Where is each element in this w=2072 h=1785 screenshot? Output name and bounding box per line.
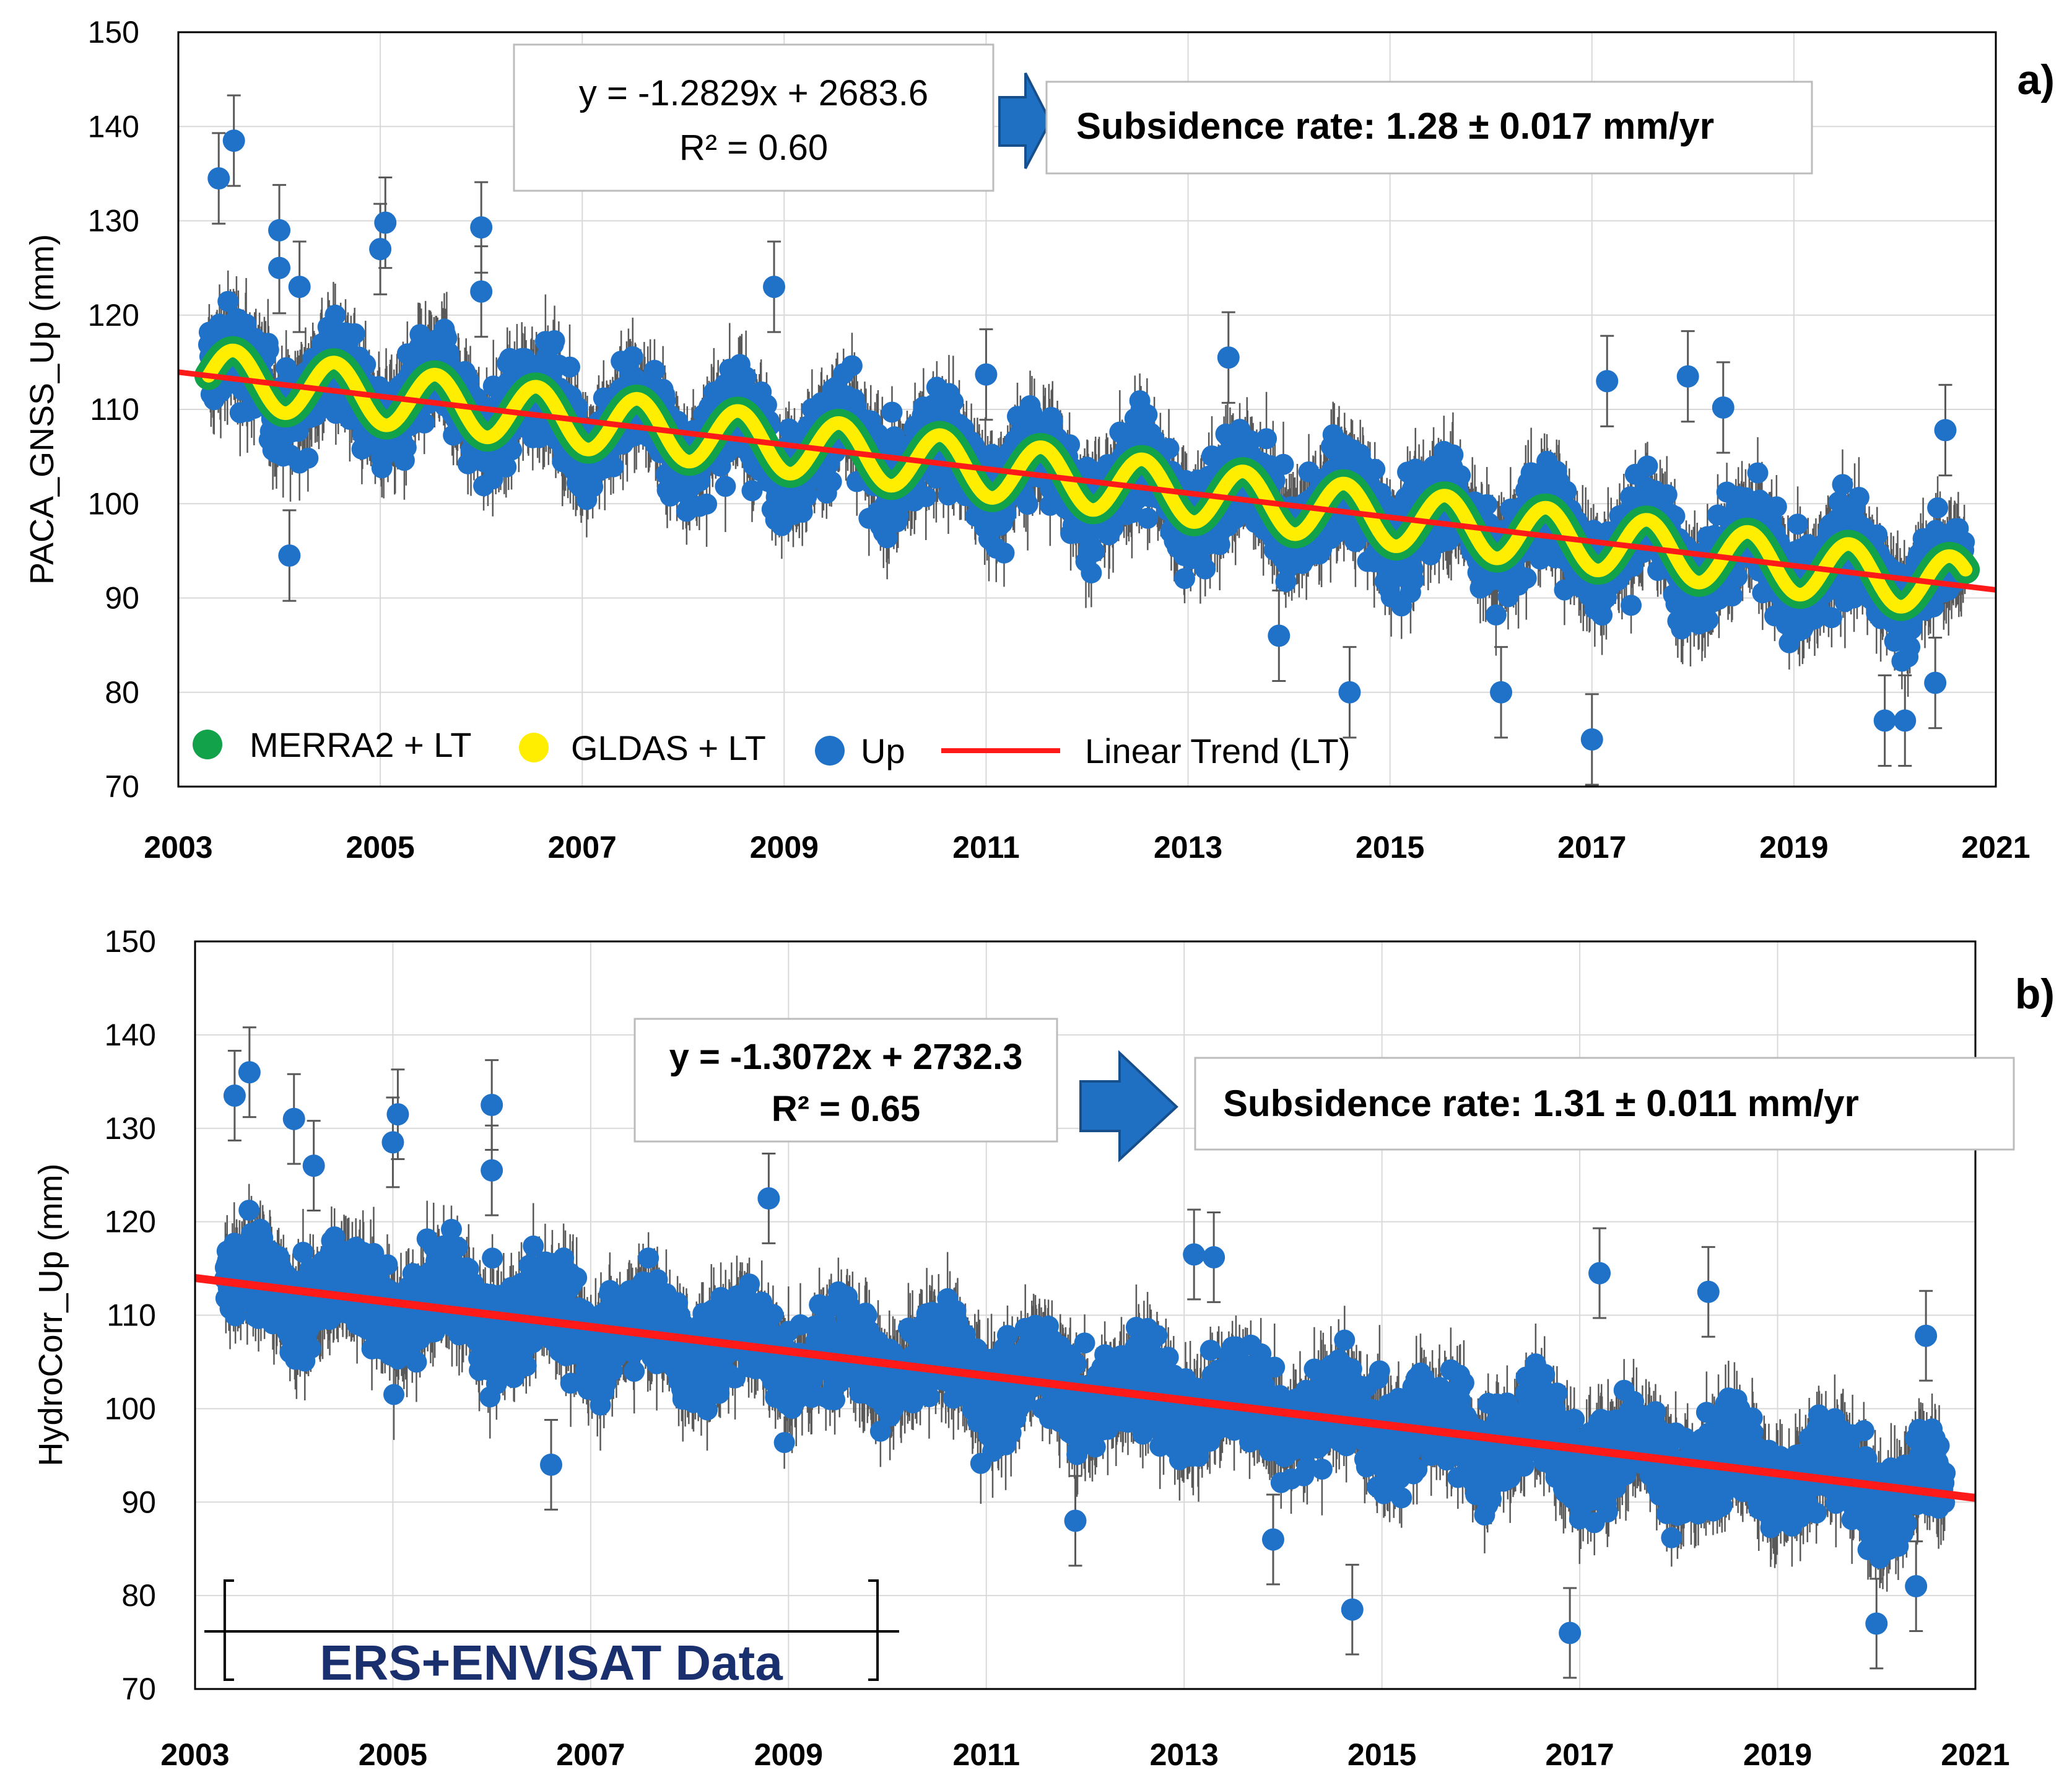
data-point (1256, 428, 1278, 450)
data-point (643, 359, 665, 381)
data-point (544, 330, 565, 351)
data-point (1273, 453, 1294, 475)
data-point (1364, 458, 1386, 480)
data-point (942, 391, 964, 412)
data-point (915, 486, 937, 507)
data-point (735, 366, 757, 388)
data-point (622, 346, 643, 367)
data-point (1174, 568, 1196, 590)
data-point (1084, 541, 1105, 562)
data-point (414, 412, 435, 434)
data-point (881, 401, 903, 423)
data-point (715, 476, 736, 497)
data-point (1136, 404, 1158, 426)
data-point (1403, 569, 1424, 591)
data-point (1195, 558, 1216, 580)
data-point (297, 447, 319, 469)
data-point (1017, 494, 1038, 515)
data-point (1137, 507, 1159, 529)
data-point (603, 456, 624, 478)
data-point (696, 493, 718, 515)
data-point (993, 542, 1015, 564)
data-point (559, 356, 581, 378)
data-point (217, 290, 239, 312)
data-point (395, 437, 417, 458)
data-point (258, 339, 279, 360)
data-point (841, 355, 863, 377)
data-point (324, 304, 346, 326)
data-point (821, 471, 842, 492)
data-point (1081, 562, 1102, 583)
data-point (796, 486, 817, 507)
data-point (344, 323, 365, 344)
